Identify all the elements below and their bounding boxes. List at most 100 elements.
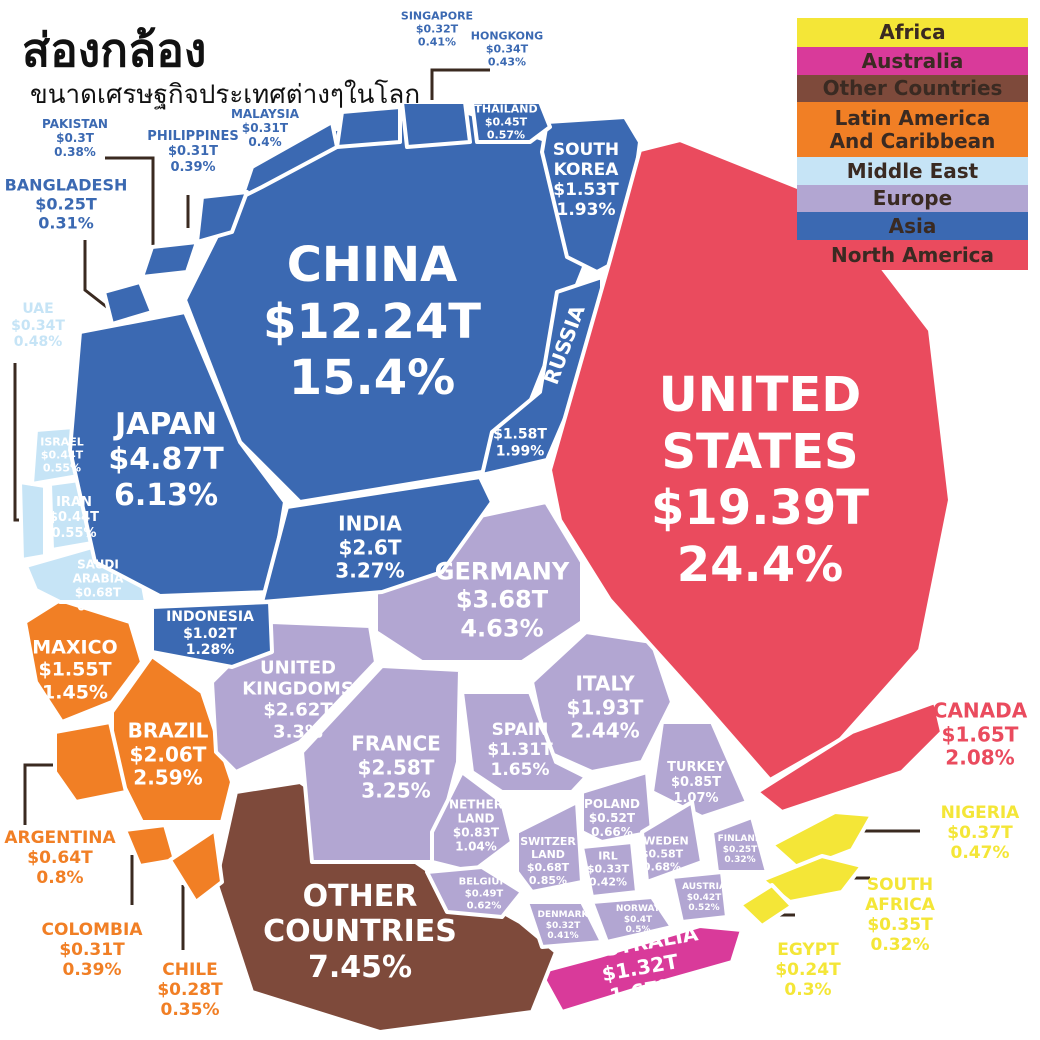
country-label: JAPAN $4.87T 6.13% xyxy=(108,407,223,513)
legend-item: Middle East xyxy=(797,157,1028,185)
country-cell xyxy=(515,800,584,894)
country-cell xyxy=(195,190,249,244)
value-label: $1.02T xyxy=(183,625,237,642)
country-name: TURKEY xyxy=(667,760,725,776)
share-label: 0.42% xyxy=(588,875,628,889)
country-label: CANADA $1.65T 2.08% xyxy=(933,699,1027,771)
country-name: HONGKONG xyxy=(470,29,544,43)
share-label: 1.45% xyxy=(42,681,108,704)
legend-item: Asia xyxy=(797,212,1028,240)
country-name: BRAZIL xyxy=(127,718,209,743)
country-label: HONGKONG $0.34T 0.43% xyxy=(470,29,544,70)
country-label: SOUTH AFRICA $0.35T 0.32% xyxy=(830,875,970,955)
country-name: PHILIPPINES xyxy=(147,129,239,145)
legend-item: North America xyxy=(797,240,1028,270)
country-cell xyxy=(300,664,462,864)
share-label: 0.5% xyxy=(625,925,651,936)
value-label: $0.31T xyxy=(59,939,125,960)
share-label: 2.08% xyxy=(945,745,1015,770)
country-name: JAPAN xyxy=(115,406,217,442)
share-label: 0.57% xyxy=(486,128,526,142)
country-label: THAILAND $0.45T 0.57% xyxy=(474,103,537,143)
country-label: SPAIN $1.31T 1.65% xyxy=(487,720,552,780)
country-name: SINGAPORE xyxy=(400,9,474,23)
value-label: $0.52T xyxy=(588,810,636,825)
country-name: IRL xyxy=(598,849,618,863)
share-label: 2.59% xyxy=(133,765,203,790)
share-label: 0.43% xyxy=(487,55,527,69)
country-name: SWITZER LAND xyxy=(520,835,576,862)
country-cell xyxy=(150,600,274,669)
share-label: 0.3% xyxy=(784,980,832,1001)
leader-line xyxy=(105,156,155,268)
share-label: 0.32% xyxy=(724,855,756,866)
value-label: $1.55T xyxy=(38,658,112,681)
value-label: $0.24T xyxy=(775,959,841,980)
share-label: 6.13% xyxy=(113,477,219,513)
share-label: 24.4% xyxy=(676,536,844,593)
share-label: 0.38% xyxy=(54,145,96,160)
country-label: FRANCE $2.58T 3.25% xyxy=(351,732,441,804)
share-label: 1.99% xyxy=(495,443,545,459)
country-name: ITALY xyxy=(575,671,635,696)
country-label: MALAYSIA $0.31T 0.4% xyxy=(231,107,299,149)
value-label: $0.35T xyxy=(867,915,933,935)
share-label: 15.4% xyxy=(288,350,456,407)
value-label: $1.65T xyxy=(941,722,1019,747)
country-name: CHILE xyxy=(162,959,218,980)
value-label: $19.39T xyxy=(651,480,869,536)
share-label: 1.65% xyxy=(490,760,550,781)
country-label: NETHER LAND $0.83T 1.04% xyxy=(449,798,503,855)
share-label: 0.39% xyxy=(62,960,122,981)
country-cell xyxy=(470,100,552,144)
country-label: DENMARK $0.32T 0.41% xyxy=(538,910,589,942)
share-label: 1.04% xyxy=(455,840,497,855)
country-label: ISRAEL $0.44T 0.55% xyxy=(40,436,84,476)
legend-item: Europe xyxy=(797,185,1028,212)
country-cell xyxy=(650,720,749,819)
country-label: SINGAPORE $0.32T 0.41% xyxy=(400,9,474,50)
country-label: CHILE $0.28T 0.35% xyxy=(157,960,222,1020)
country-cell xyxy=(755,700,944,814)
country-cell xyxy=(525,900,604,949)
share-label: 0.48% xyxy=(13,334,63,351)
country-name: INDIA xyxy=(338,511,402,536)
country-name: SWEDEN xyxy=(635,834,689,848)
country-label: UNITED KINGDOMS $2.62T 3.3% xyxy=(242,658,354,743)
value-label: $0.32T xyxy=(545,920,581,931)
value-label: $3.68T xyxy=(455,585,549,614)
share-label: 1.07% xyxy=(673,790,719,806)
share-label: 3.3% xyxy=(273,721,323,743)
country-label: ITALY $1.93T 2.44% xyxy=(566,671,644,744)
country-label: MAXICO $1.55T 1.45% xyxy=(32,636,117,703)
country-cell xyxy=(590,895,674,944)
title: ส่องกล้อง xyxy=(22,23,207,77)
country-name: SOUTH KOREA xyxy=(552,139,620,180)
country-cell xyxy=(18,480,47,562)
country-cell xyxy=(335,105,402,149)
share-label: 0.8% xyxy=(36,868,84,889)
leader-line xyxy=(83,240,109,310)
country-name: MAXICO xyxy=(32,636,118,659)
value-label: $0.28T xyxy=(157,979,223,1000)
value-label: $0.31T xyxy=(167,144,218,160)
value-label: $1.53T xyxy=(553,180,619,200)
country-label: TURKEY $0.85T 1.07% xyxy=(667,760,725,806)
value-label: $2.06T xyxy=(129,742,207,767)
country-name: SOUTH AFRICA xyxy=(865,874,935,915)
country-name: COLOMBIA xyxy=(41,919,143,940)
value-label: $1.93T xyxy=(566,695,644,720)
value-label: $1.58T xyxy=(493,426,547,443)
country-name: PAKISTAN xyxy=(42,116,108,131)
value-label: $0.31T xyxy=(241,120,289,135)
value-label: $4.87T xyxy=(108,442,224,478)
country-name: EGYPT xyxy=(777,939,839,960)
share-label: 0.68% xyxy=(642,860,682,874)
country-label: UAE $0.34T 0.48% xyxy=(11,301,65,351)
country-cell xyxy=(580,840,639,899)
country-cell xyxy=(580,770,654,844)
country-cell xyxy=(640,800,704,884)
value-label: $0.64T xyxy=(27,847,93,868)
